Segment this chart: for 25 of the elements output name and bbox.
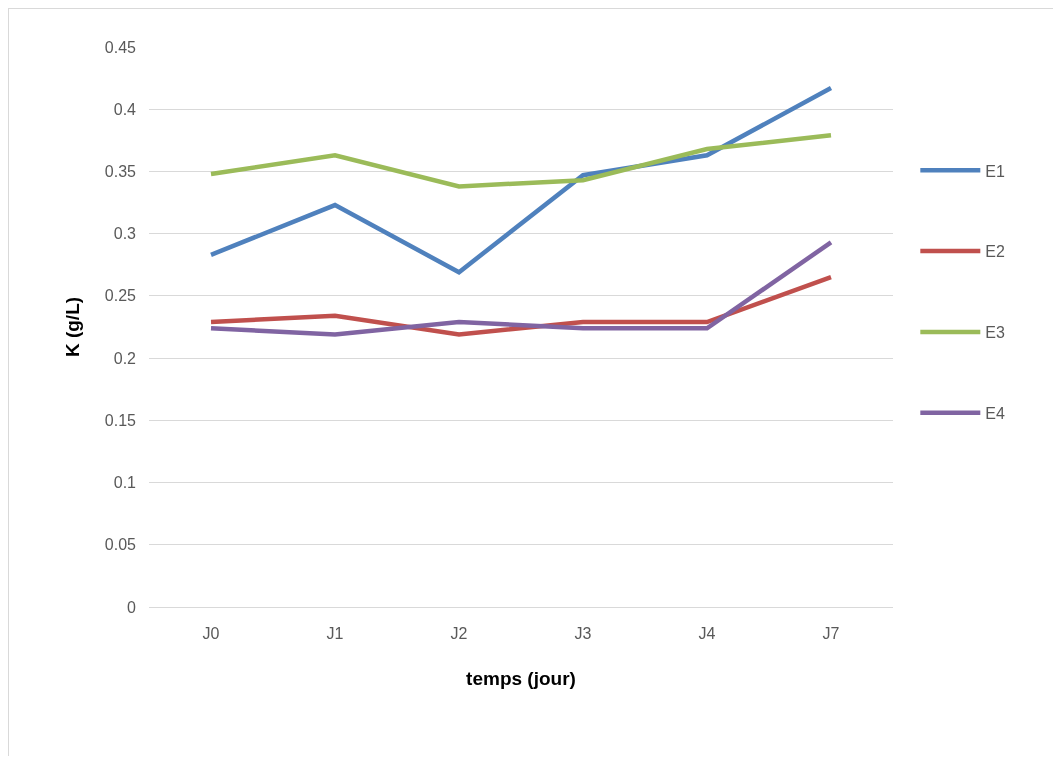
y-axis-title: K (g/L) [61,296,83,358]
x-tick-label: J3 [574,625,592,643]
line-series [208,240,834,337]
y-tick-label: 0 [127,598,137,616]
y-tick-label: 0.45 [104,38,137,56]
legend-label: E1 [985,162,1005,180]
x-tick-label: J4 [698,625,716,643]
x-tick-label: J2 [450,625,468,643]
legend-label: E4 [985,404,1005,422]
x-axis-title: temps (jour) [466,668,576,689]
legend-label: E3 [985,324,1005,342]
x-tick-label: J7 [822,625,840,643]
y-tick-label: 0.4 [113,100,137,118]
legend-label: E2 [985,243,1005,261]
y-tick-label: 0.1 [113,474,137,492]
line-series [208,133,834,189]
line-series [208,274,834,337]
x-tick-label: J0 [202,625,220,643]
x-tick-label: J1 [326,625,344,643]
y-tick-label: 0.3 [113,225,137,243]
y-tick-label: 0.15 [104,411,137,429]
y-tick-label: 0.2 [113,349,137,367]
y-tick-label: 0.25 [104,287,137,305]
y-tick-label: 0.35 [104,163,137,181]
y-tick-label: 0.05 [104,536,137,554]
